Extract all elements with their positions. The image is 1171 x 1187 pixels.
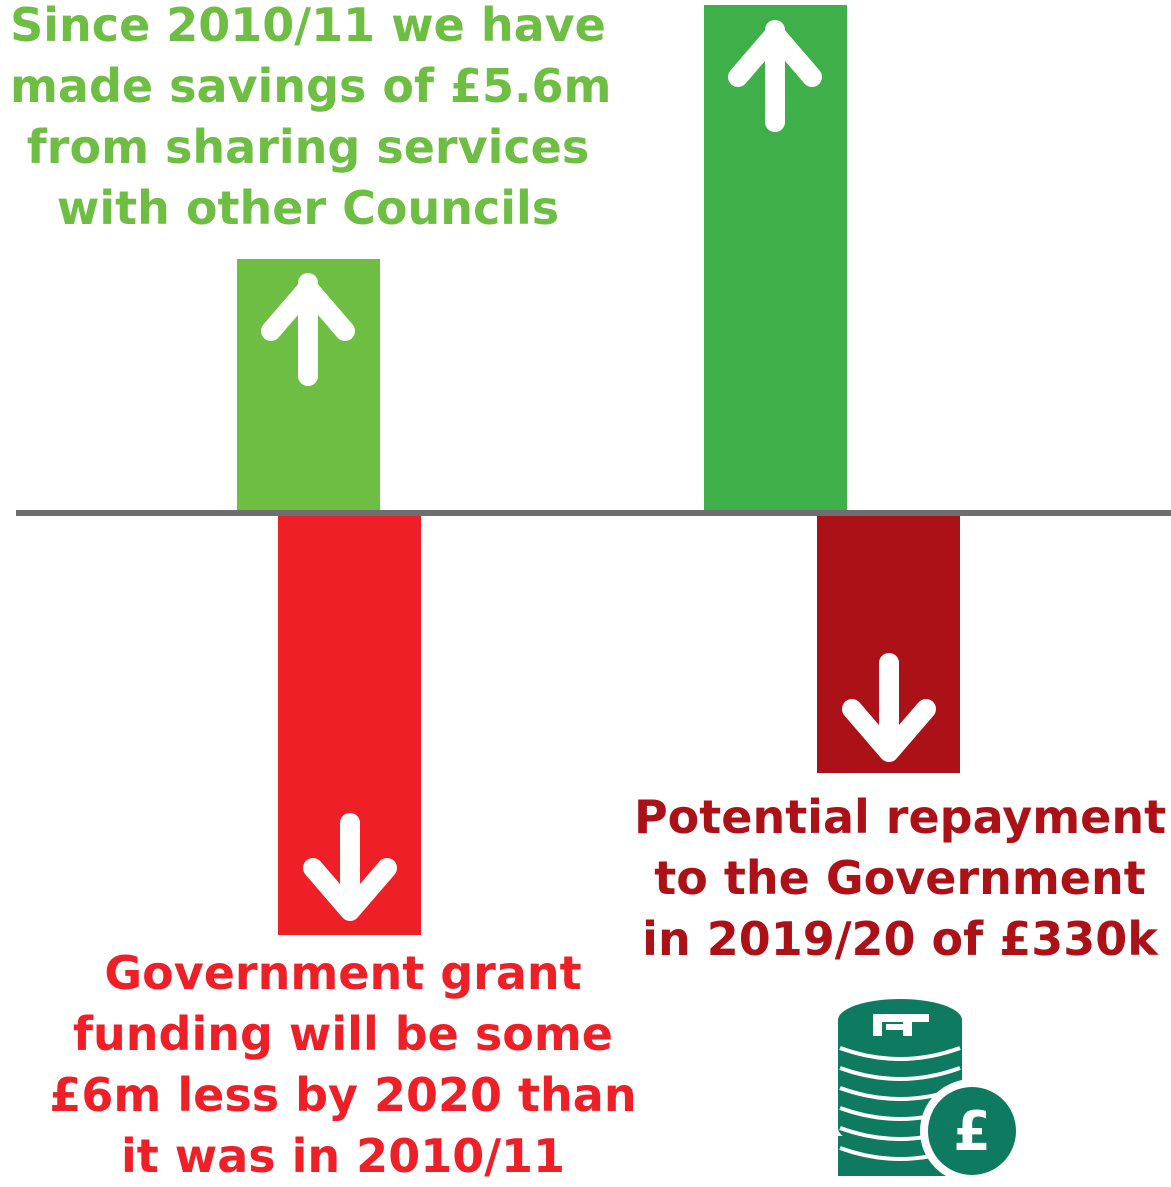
- pound-coins-icon: £: [838, 999, 1024, 1176]
- arrow-up-icon: [261, 273, 355, 386]
- caption-line: Government grant: [104, 946, 582, 1000]
- caption-line: from sharing services: [26, 120, 590, 174]
- caption-line: Potential repayment: [633, 790, 1167, 844]
- caption-government-grant: Government grant funding will be some £6…: [42, 943, 644, 1187]
- caption-line: made savings of £5.6m: [10, 59, 612, 113]
- arrow-down-icon: [842, 653, 936, 762]
- caption-line: with other Councils: [56, 181, 560, 235]
- caption-line: it was in 2010/11: [120, 1129, 566, 1183]
- caption-government-repayment: Potential repayment to the Government in…: [628, 787, 1171, 970]
- caption-line: funding will be some: [73, 1007, 613, 1061]
- arrow-down-icon: [303, 813, 397, 921]
- arrow-up-icon: [728, 20, 822, 132]
- caption-line: Since 2010/11 we have: [10, 0, 606, 52]
- pound-symbol: £: [953, 1100, 991, 1163]
- caption-line: £6m less by 2020 than: [49, 1068, 637, 1122]
- caption-shared-services: Since 2010/11 we have made savings of £5…: [10, 0, 612, 239]
- caption-line: to the Government: [654, 851, 1146, 905]
- caption-line: in 2019/20 of £330k: [642, 912, 1158, 966]
